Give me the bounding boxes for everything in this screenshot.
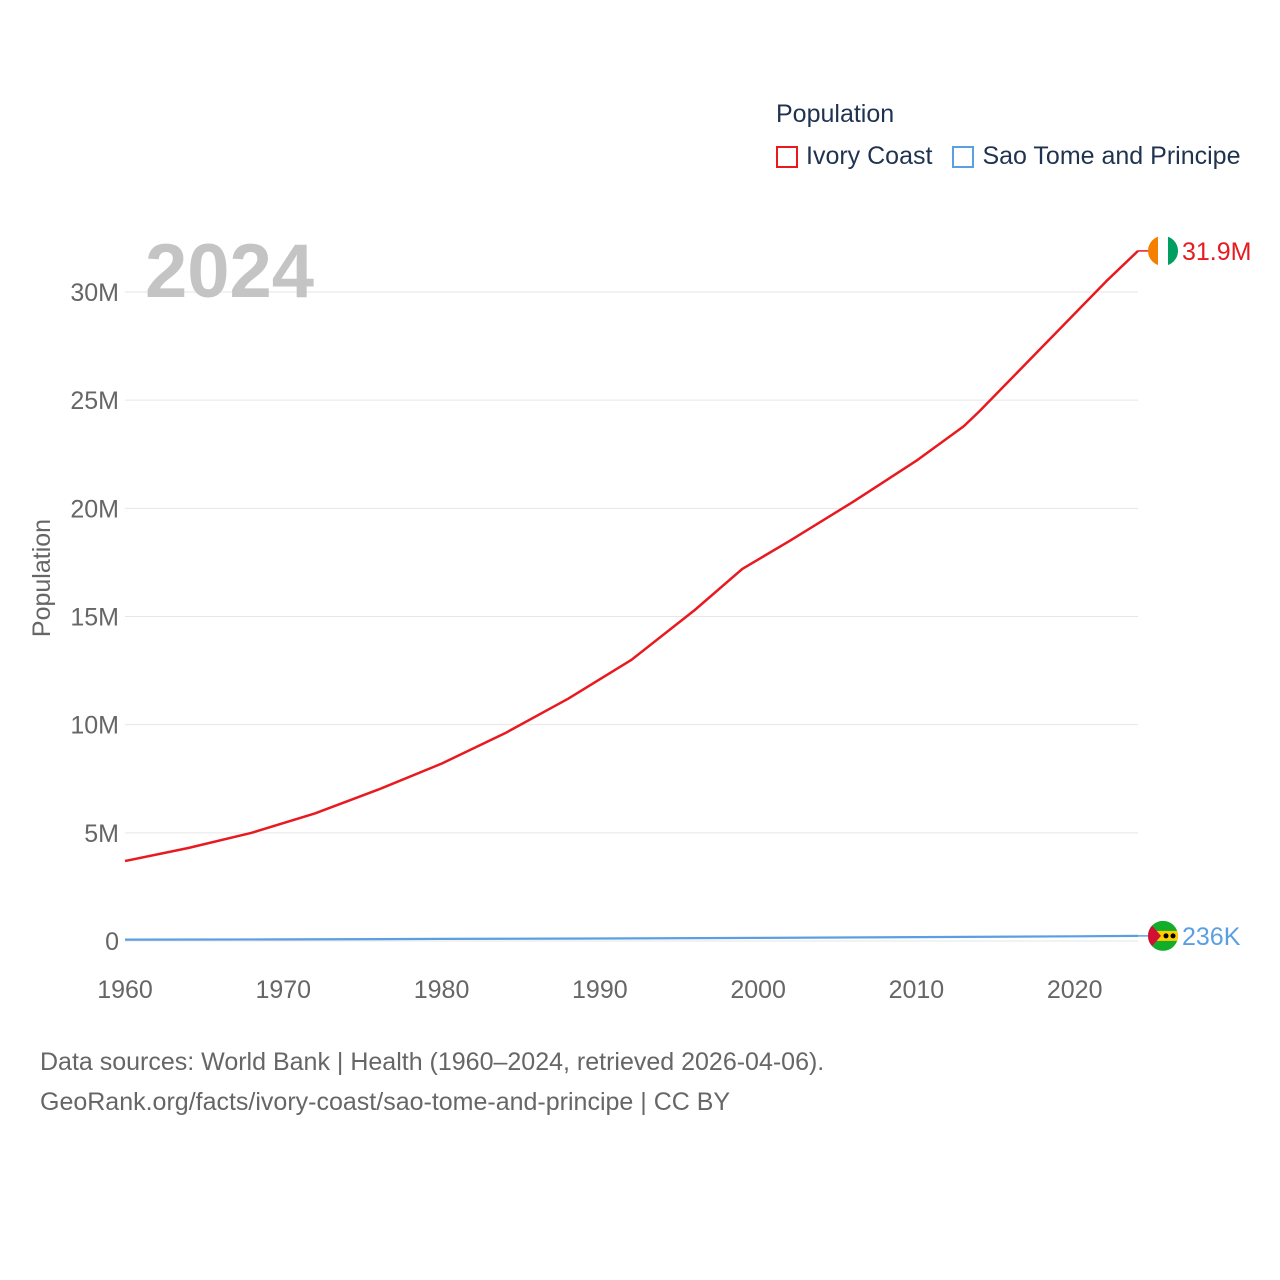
legend-title: Population [776, 100, 895, 128]
current-year-label: 2024 [145, 229, 315, 314]
y-tick-label: 0 [105, 928, 119, 956]
series-line-ivory-coast [124, 249, 1139, 863]
series-lines [124, 249, 1148, 941]
legend-label-ivory-coast: Ivory Coast [806, 142, 933, 170]
gridlines [125, 291, 1138, 942]
x-tick-label: 2010 [889, 976, 945, 1004]
footer: Data sources: World Bank | Health (1960–… [40, 1042, 824, 1122]
y-tick-label: 20M [70, 495, 119, 523]
y-tick-label: 30M [70, 279, 119, 307]
y-tick-label: 25M [70, 387, 119, 415]
x-axis-ticks: 1960 1970 1980 1990 2000 2010 2020 [97, 976, 1102, 1004]
footer-url: GeoRank.org/facts/ivory-coast/sao-tome-a… [40, 1088, 731, 1116]
x-tick-label: 1960 [97, 976, 153, 1004]
end-labels: 31.9M 236K [1182, 238, 1251, 951]
x-tick-label: 1990 [572, 976, 628, 1004]
y-axis-ticks: 0 5M 10M 15M 20M 25M 30M [70, 279, 119, 956]
legend-item-sao-tome[interactable]: Sao Tome and Principe [952, 142, 1240, 171]
legend-label-sao-tome: Sao Tome and Principe [982, 142, 1241, 170]
legend: Ivory Coast Sao Tome and Principe [776, 142, 1260, 171]
legend-swatch-sao-tome [952, 145, 975, 168]
x-tick-label: 2020 [1047, 976, 1103, 1004]
end-markers [1148, 235, 1178, 951]
y-tick-label: 15M [70, 604, 119, 632]
series-line-sao-tome [124, 934, 1139, 941]
ivory-coast-flag-icon [1148, 235, 1178, 266]
end-label-ivory-coast: 31.9M [1182, 238, 1251, 266]
y-tick-label: 5M [84, 820, 119, 848]
y-axis-label: Population [28, 519, 56, 637]
x-tick-label: 2000 [730, 976, 786, 1004]
sao-tome-flag-icon [1148, 920, 1178, 951]
legend-item-ivory-coast[interactable]: Ivory Coast [776, 142, 932, 171]
y-tick-label: 10M [70, 712, 119, 740]
footer-sources: Data sources: World Bank | Health (1960–… [40, 1048, 825, 1076]
x-tick-label: 1970 [255, 976, 311, 1004]
legend-swatch-ivory-coast [776, 145, 798, 168]
end-label-sao-tome: 236K [1182, 923, 1241, 951]
x-tick-label: 1980 [414, 976, 470, 1004]
